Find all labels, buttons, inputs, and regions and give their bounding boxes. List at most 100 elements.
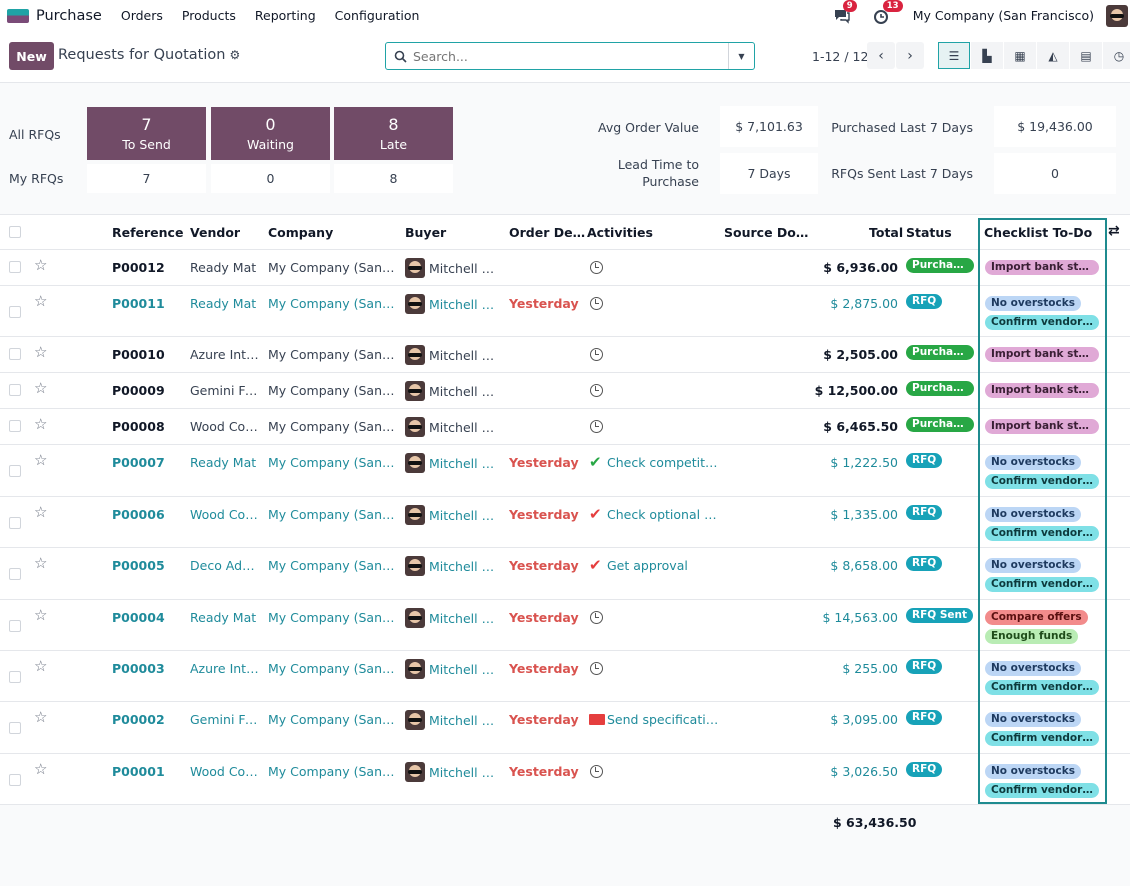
priority-star-icon[interactable]: ☆: [34, 657, 48, 675]
col-vendor[interactable]: Vendor: [190, 225, 241, 240]
activities-clock-icon[interactable]: 13: [873, 0, 903, 25]
table-row[interactable]: ☆ P00008 Wood Cor… My Company (San Fr… Mitch…: [0, 409, 1130, 445]
activity-clock-icon[interactable]: [590, 261, 603, 274]
priority-star-icon[interactable]: ☆: [34, 415, 48, 433]
priority-star-icon[interactable]: ☆: [34, 708, 48, 726]
pager-previous-button[interactable]: ‹: [867, 42, 895, 69]
row-checkbox[interactable]: [9, 420, 21, 432]
menu-reporting[interactable]: Reporting: [254, 8, 316, 23]
checklist-tag[interactable]: Confirm vendor r…: [985, 474, 1099, 489]
priority-star-icon[interactable]: ☆: [34, 292, 48, 310]
col-checklist-todo[interactable]: Checklist To-Do: [984, 225, 1093, 240]
activity-summary[interactable]: Check competitors: [607, 455, 719, 470]
row-checkbox[interactable]: [9, 774, 21, 786]
col-total[interactable]: Total: [869, 225, 904, 240]
table-row[interactable]: ☆ P00005 Deco Addict My Company (San Fr… Mit…: [0, 548, 1130, 600]
col-activities[interactable]: Activities: [587, 225, 653, 240]
checklist-tag[interactable]: Confirm vendor r…: [985, 315, 1099, 330]
priority-star-icon[interactable]: ☆: [34, 379, 48, 397]
activity-summary[interactable]: Get approval: [607, 558, 688, 573]
checklist-tag[interactable]: Confirm vendor r…: [985, 731, 1099, 746]
table-row[interactable]: ☆ P00010 Azure Inte… My Company (San Fr… Mit…: [0, 337, 1130, 373]
table-row[interactable]: ☆ P00003 Azure Inte… My Company (San Fr… Mit…: [0, 651, 1130, 702]
row-checkbox[interactable]: [9, 348, 21, 360]
row-checkbox[interactable]: [9, 722, 21, 734]
row-checkbox[interactable]: [9, 306, 21, 318]
row-checkbox[interactable]: [9, 384, 21, 396]
priority-star-icon[interactable]: ☆: [34, 256, 48, 274]
table-row[interactable]: ☆ P00009 Gemini Fu… My Company (San Fr… Mitc…: [0, 373, 1130, 409]
purchase-app-icon[interactable]: [7, 8, 29, 23]
tile-waiting[interactable]: 0 Waiting: [211, 107, 330, 160]
list-view-button[interactable]: ☰: [938, 42, 970, 69]
activity-clock-icon[interactable]: [590, 420, 603, 433]
graph-view-button[interactable]: ◭: [1037, 42, 1069, 69]
activity-view-button[interactable]: ◷: [1103, 42, 1130, 69]
checklist-tag[interactable]: No overstocks: [985, 764, 1081, 779]
checklist-tag[interactable]: Confirm vendor r…: [985, 783, 1099, 798]
checklist-tag[interactable]: No overstocks: [985, 296, 1081, 311]
checklist-tag[interactable]: Confirm vendor r…: [985, 680, 1099, 695]
col-buyer[interactable]: Buyer: [405, 225, 447, 240]
menu-configuration[interactable]: Configuration: [334, 8, 420, 23]
pager-next-button[interactable]: ›: [896, 42, 924, 69]
menu-products[interactable]: Products: [181, 8, 236, 23]
activity-clock-icon[interactable]: [590, 297, 603, 310]
checklist-tag[interactable]: Compare offers: [985, 610, 1088, 625]
user-avatar[interactable]: [1106, 4, 1128, 27]
activity-clock-icon[interactable]: [590, 384, 603, 397]
gear-icon[interactable]: ⚙: [229, 48, 241, 62]
menu-orders[interactable]: Orders: [120, 8, 163, 23]
app-name[interactable]: Purchase: [36, 7, 102, 24]
col-reference[interactable]: Reference: [112, 225, 184, 240]
checklist-tag[interactable]: Import bank state…: [985, 383, 1099, 398]
company-switcher[interactable]: My Company (San Francisco): [912, 8, 1094, 23]
checklist-tag[interactable]: Import bank state…: [985, 419, 1099, 434]
activity-summary[interactable]: Check optional p…: [607, 507, 719, 522]
tile-to-send[interactable]: 7 To Send: [87, 107, 206, 160]
row-checkbox[interactable]: [9, 568, 21, 580]
col-company[interactable]: Company: [268, 225, 334, 240]
my-to-send[interactable]: 7: [87, 164, 206, 193]
kanban-view-button[interactable]: ▙: [971, 42, 1003, 69]
pivot-view-button[interactable]: ▦: [1004, 42, 1036, 69]
priority-star-icon[interactable]: ☆: [34, 606, 48, 624]
activity-clock-icon[interactable]: [590, 662, 603, 675]
todo-check-icon[interactable]: ✔: [589, 453, 602, 471]
table-row[interactable]: ☆ P00001 Wood Cor… My Company (San Fr… Mitch…: [0, 754, 1130, 805]
tile-late[interactable]: 8 Late: [334, 107, 453, 160]
priority-star-icon[interactable]: ☆: [34, 760, 48, 778]
activity-summary[interactable]: Send specifications: [607, 712, 719, 727]
optional-columns-toggle-icon[interactable]: ⇄: [1108, 223, 1120, 239]
todo-check-icon[interactable]: ✔: [589, 556, 602, 574]
select-all-checkbox[interactable]: [9, 226, 21, 238]
checklist-tag[interactable]: Confirm vendor r…: [985, 577, 1099, 592]
new-button[interactable]: New: [9, 42, 54, 70]
col-status[interactable]: Status: [906, 225, 952, 240]
priority-star-icon[interactable]: ☆: [34, 451, 48, 469]
table-row[interactable]: ☆ P00007 Ready Mat My Company (San Fr… Mitch…: [0, 445, 1130, 497]
table-row[interactable]: ☆ P00012 Ready Mat My Company (San Fr… Mitch…: [0, 250, 1130, 286]
table-row[interactable]: ☆ P00011 Ready Mat My Company (San Fr… Mitch…: [0, 286, 1130, 337]
activity-clock-icon[interactable]: [590, 611, 603, 624]
checklist-tag[interactable]: Import bank state…: [985, 260, 1099, 275]
activity-clock-icon[interactable]: [590, 348, 603, 361]
checklist-tag[interactable]: No overstocks: [985, 455, 1081, 470]
checklist-tag[interactable]: No overstocks: [985, 661, 1081, 676]
checklist-tag[interactable]: Import bank state…: [985, 347, 1099, 362]
checklist-tag[interactable]: Enough funds: [985, 629, 1079, 644]
activity-clock-icon[interactable]: [590, 765, 603, 778]
checklist-tag[interactable]: No overstocks: [985, 712, 1081, 727]
calendar-view-button[interactable]: ▤: [1070, 42, 1102, 69]
row-checkbox[interactable]: [9, 465, 21, 477]
row-checkbox[interactable]: [9, 620, 21, 632]
email-activity-icon[interactable]: [589, 714, 605, 725]
row-checkbox[interactable]: [9, 261, 21, 273]
checklist-tag[interactable]: Confirm vendor r…: [985, 526, 1099, 541]
table-row[interactable]: ☆ P00002 Gemini Fu… My Company (San Fr… Mitc…: [0, 702, 1130, 754]
search-input[interactable]: [407, 48, 728, 64]
pager-value[interactable]: 1-12 / 12: [812, 49, 869, 64]
priority-star-icon[interactable]: ☆: [34, 503, 48, 521]
checklist-tag[interactable]: No overstocks: [985, 558, 1081, 573]
my-waiting[interactable]: 0: [211, 164, 330, 193]
